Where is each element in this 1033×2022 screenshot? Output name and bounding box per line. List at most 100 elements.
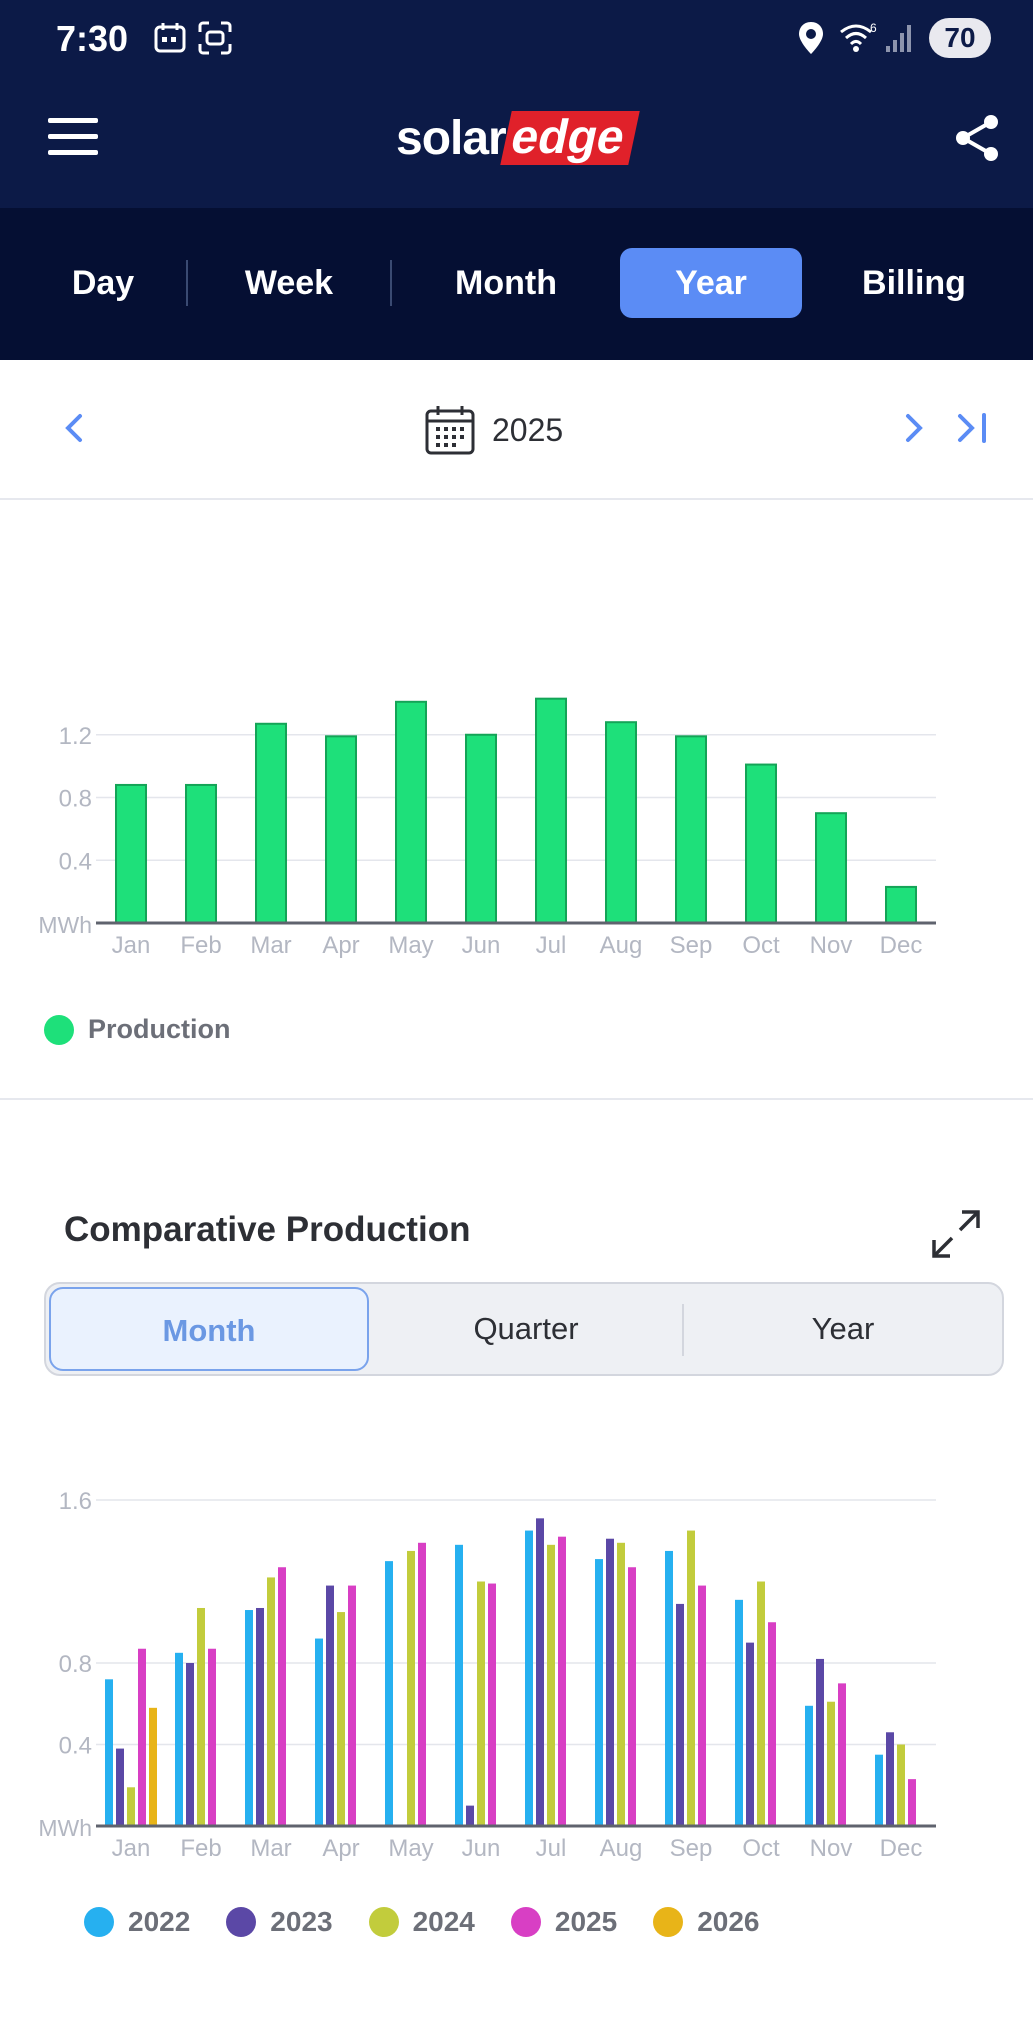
- legend-item-2026[interactable]: 2026: [653, 1906, 759, 1938]
- bar-production-feb: [185, 783, 217, 925]
- bar-2024-aug: [617, 1542, 625, 1826]
- share-icon[interactable]: [949, 110, 1005, 166]
- y-tick-label: 0.4: [59, 848, 92, 875]
- segment-divider: [682, 1304, 684, 1356]
- bar-2025-sep: [698, 1585, 706, 1826]
- jump-to-latest-icon[interactable]: [952, 410, 992, 451]
- x-tick-label: Jun: [462, 1835, 501, 1862]
- status-bar: 7:30 6 70: [0, 0, 1033, 78]
- expand-icon[interactable]: [928, 1206, 984, 1262]
- bar-production-nov: [815, 812, 847, 924]
- solaredge-logo: solar edge: [396, 108, 640, 168]
- bar-2025-nov: [838, 1683, 846, 1826]
- bar-2025-may: [418, 1542, 426, 1826]
- x-tick-label: Jul: [536, 932, 567, 959]
- menu-icon[interactable]: [48, 118, 98, 158]
- next-arrow-icon[interactable]: [896, 410, 932, 451]
- production-legend-label: Production: [88, 1014, 231, 1044]
- x-tick-label: Sep: [670, 932, 713, 959]
- bar-production-may: [395, 700, 427, 924]
- bar-2023-aug: [606, 1538, 614, 1826]
- x-tick-label: Jun: [462, 932, 501, 959]
- segment-month[interactable]: Month: [49, 1287, 369, 1371]
- wifi-icon: 6: [838, 20, 878, 61]
- x-tick-label: May: [388, 1835, 433, 1862]
- bar-2022-oct: [735, 1599, 743, 1826]
- bar-2023-jun: [466, 1805, 474, 1826]
- legend-label: 2023: [270, 1906, 333, 1937]
- bar-2023-nov: [816, 1658, 824, 1826]
- bar-2024-jun: [477, 1581, 485, 1826]
- bar-production-aug: [605, 721, 637, 924]
- bar-2022-feb: [175, 1652, 183, 1826]
- bar-2025-jan: [138, 1648, 146, 1826]
- y-tick-label: 0.4: [59, 1733, 92, 1760]
- bar-2025-dec: [908, 1779, 916, 1826]
- period-tabs: Day Week Month Year Billing: [0, 208, 1033, 360]
- legend-item-2025[interactable]: 2025: [510, 1906, 617, 1938]
- bar-2022-jan: [105, 1679, 113, 1826]
- x-tick-label: Sep: [670, 1835, 713, 1862]
- bar-2024-nov: [827, 1701, 835, 1826]
- tab-month[interactable]: Month: [455, 264, 557, 302]
- bar-2024-jul: [547, 1544, 555, 1826]
- x-tick-label: Apr: [322, 1835, 359, 1862]
- bar-2023-jan: [116, 1748, 124, 1826]
- production-legend[interactable]: Production: [44, 1014, 231, 1045]
- tab-day[interactable]: Day: [71, 264, 135, 302]
- comparative-title: Comparative Production: [64, 1210, 471, 1249]
- bar-2025-oct: [768, 1622, 776, 1826]
- legend-item-2022[interactable]: 2022: [84, 1906, 190, 1938]
- bar-production-jan: [115, 783, 147, 925]
- tab-billing[interactable]: Billing: [862, 264, 966, 302]
- x-tick-label: Oct: [742, 1835, 780, 1862]
- legend-item-2023[interactable]: 2023: [226, 1906, 333, 1938]
- bar-2025-aug: [628, 1567, 636, 1826]
- bar-2023-dec: [886, 1732, 894, 1826]
- bar-2022-mar: [245, 1610, 253, 1826]
- bar-2026-jan: [149, 1707, 157, 1826]
- segment-quarter[interactable]: Quarter: [473, 1311, 579, 1346]
- battery-level: 70: [929, 18, 991, 58]
- signal-icon: [884, 20, 916, 61]
- comparative-chart: 0.4 0.8 1.6 MWh Jan Feb Mar Apr May Jun Jul Aug Sep O…: [38, 1488, 936, 1862]
- bar-2024-may: [407, 1550, 415, 1826]
- bar-2023-feb: [186, 1663, 194, 1826]
- logo-text-edge: edge: [499, 111, 640, 165]
- tab-week[interactable]: Week: [244, 264, 334, 302]
- tab-year[interactable]: Year: [620, 248, 802, 318]
- bar-2023-mar: [256, 1607, 264, 1826]
- y-tick-label: 0.8: [59, 786, 92, 813]
- bar-2022-jul: [525, 1530, 533, 1826]
- legend-label: 2024: [412, 1906, 475, 1937]
- legend-item-2024[interactable]: 2024: [368, 1906, 475, 1938]
- y-tick-label: 1.6: [59, 1488, 92, 1515]
- bar-2024-apr: [337, 1612, 345, 1826]
- location-icon: [796, 20, 826, 61]
- production-chart-panel: 0.4 0.8 1.2 MWh Jan Feb Mar Apr May Jun Jul Aug Sep O…: [0, 500, 1033, 1100]
- segment-year[interactable]: Year: [811, 1311, 875, 1346]
- x-tick-label: Feb: [180, 1835, 221, 1862]
- x-tick-label: Nov: [810, 1835, 853, 1862]
- x-tick-label: Aug: [600, 932, 643, 959]
- x-tick-label: Jan: [112, 1835, 151, 1862]
- production-legend-dot: [44, 1014, 74, 1045]
- bar-production-apr: [325, 735, 357, 924]
- x-tick-label: Mar: [250, 932, 291, 959]
- previous-arrow-icon[interactable]: [56, 410, 92, 451]
- logo-text-solar: solar: [396, 111, 507, 165]
- calendar-icon[interactable]: [424, 404, 476, 461]
- bar-2022-apr: [315, 1638, 323, 1826]
- legend-dot: [226, 1907, 257, 1937]
- x-tick-label: Apr: [322, 932, 359, 959]
- bar-production-oct: [745, 763, 777, 924]
- bar-2023-apr: [326, 1585, 334, 1826]
- date-label[interactable]: 2025: [492, 412, 564, 448]
- bar-production-jul: [535, 697, 567, 924]
- production-chart: 0.4 0.8 1.2 MWh Jan Feb Mar Apr May Jun Jul Aug Sep O…: [38, 697, 936, 959]
- comparative-chart-panel: 0.4 0.8 1.6 MWh Jan Feb Mar Apr May Jun Jul Aug Sep O…: [0, 1460, 1033, 1890]
- x-tick-label: Aug: [600, 1835, 643, 1862]
- app-header: 7:30 6 70 solar edge: [0, 0, 1033, 208]
- x-tick-label: Dec: [880, 1835, 923, 1862]
